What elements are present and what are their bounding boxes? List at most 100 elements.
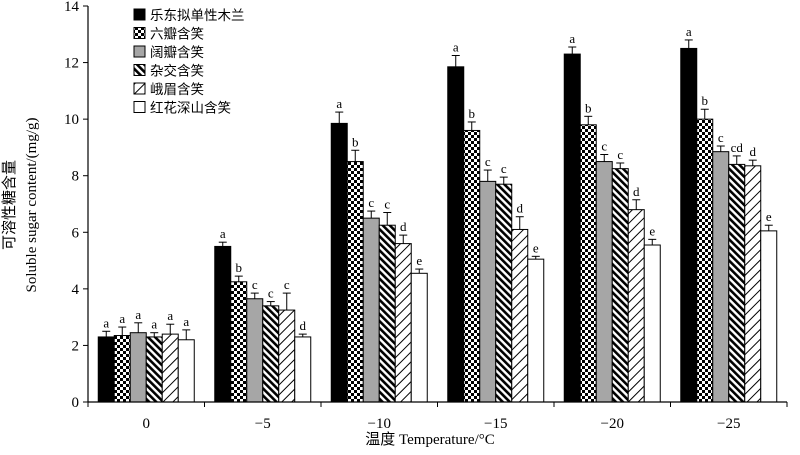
y-tick-label: 14 bbox=[64, 0, 80, 15]
bar bbox=[177, 339, 195, 403]
y-tick-label: 4 bbox=[72, 282, 80, 298]
significance-label: b bbox=[702, 93, 709, 108]
significance-label: c bbox=[268, 286, 274, 301]
bar bbox=[712, 151, 730, 403]
significance-label: d bbox=[750, 144, 757, 159]
bar bbox=[129, 332, 147, 403]
y-tick-label: 0 bbox=[72, 395, 80, 411]
significance-label: b bbox=[236, 260, 243, 275]
legend-label: 杂交含笑 bbox=[150, 63, 204, 80]
legend-swatch bbox=[133, 82, 146, 95]
legend-swatch bbox=[133, 27, 146, 39]
bar bbox=[447, 66, 465, 403]
bar bbox=[463, 129, 481, 403]
bar bbox=[680, 47, 698, 403]
bar bbox=[479, 180, 497, 403]
bar bbox=[611, 168, 629, 403]
bar bbox=[728, 163, 746, 403]
y-axis-label-english: Soluble sugar content/(mg/g) bbox=[24, 118, 40, 293]
significance-label: b bbox=[352, 134, 359, 149]
legend-label: 峨眉含笑 bbox=[150, 82, 204, 98]
x-tick-label: −20 bbox=[601, 416, 624, 432]
significance-label: c bbox=[284, 277, 290, 292]
bar bbox=[579, 124, 597, 403]
significance-label: c bbox=[368, 195, 374, 210]
significance-label: c bbox=[718, 130, 724, 145]
bar bbox=[145, 336, 163, 403]
bar bbox=[760, 230, 778, 403]
significance-label: a bbox=[686, 24, 692, 39]
legend-swatch bbox=[133, 101, 146, 113]
bar bbox=[744, 165, 762, 403]
significance-label: d bbox=[300, 318, 307, 333]
bar bbox=[527, 258, 545, 403]
legend-label: 阔瓣含笑 bbox=[150, 45, 204, 61]
legend-label: 乐东拟单性木兰 bbox=[150, 8, 245, 24]
significance-label: c bbox=[384, 196, 390, 211]
significance-label: d bbox=[633, 184, 640, 199]
significance-label: cd bbox=[731, 140, 744, 155]
x-axis-label: 温度 Temperature/°C bbox=[365, 431, 495, 448]
significance-label: e bbox=[649, 223, 655, 238]
legend-swatch bbox=[133, 8, 146, 21]
bar bbox=[595, 161, 613, 403]
significance-label: c bbox=[485, 154, 491, 169]
y-tick-label: 10 bbox=[64, 112, 79, 128]
significance-label: e bbox=[766, 209, 772, 224]
bar bbox=[627, 209, 645, 403]
significance-label: c bbox=[252, 277, 258, 292]
significance-label: c bbox=[617, 147, 623, 162]
x-tick-label: −25 bbox=[717, 416, 740, 432]
bar bbox=[394, 243, 412, 403]
bar bbox=[410, 272, 428, 403]
significance-label: a bbox=[453, 40, 459, 55]
bar bbox=[161, 333, 179, 403]
bar bbox=[696, 118, 714, 403]
x-tick-label: −5 bbox=[255, 416, 271, 432]
bar bbox=[346, 161, 364, 403]
x-tick-label: 0 bbox=[143, 416, 151, 432]
significance-label: e bbox=[416, 253, 422, 268]
bar bbox=[230, 281, 248, 403]
bar bbox=[246, 298, 264, 403]
y-tick-label: 2 bbox=[72, 338, 80, 354]
bar bbox=[511, 228, 529, 403]
axes-layer: 0 −5 −10 −15 −20 −25 0 2 4 6 8 10 12 14 bbox=[64, 0, 788, 432]
significance-label: a bbox=[569, 31, 575, 46]
bar bbox=[294, 336, 312, 403]
significance-label: a bbox=[220, 226, 226, 241]
significance-label: c bbox=[601, 139, 607, 154]
significance-label: a bbox=[119, 311, 125, 326]
y-tick-label: 6 bbox=[72, 225, 80, 241]
y-tick-label: 12 bbox=[64, 56, 79, 72]
legend-swatch bbox=[133, 64, 146, 76]
y-tick-label: 8 bbox=[72, 169, 80, 185]
bar bbox=[330, 122, 348, 403]
x-tick-label: −15 bbox=[484, 416, 507, 432]
bar bbox=[362, 217, 380, 403]
legend-swatch bbox=[133, 45, 146, 58]
bar bbox=[113, 335, 131, 403]
significance-label: c bbox=[501, 161, 507, 176]
legend-label: 红花深山含笑 bbox=[150, 101, 231, 117]
x-tick-label: −10 bbox=[368, 416, 391, 432]
significance-label: b bbox=[585, 100, 592, 115]
bar bbox=[378, 224, 396, 403]
significance-label: a bbox=[183, 314, 189, 329]
significance-label: a bbox=[167, 308, 173, 323]
bar bbox=[495, 183, 513, 403]
significance-label: a bbox=[135, 307, 141, 322]
bar bbox=[278, 309, 296, 403]
bar bbox=[262, 305, 280, 403]
legend-label: 六瓣含笑 bbox=[150, 27, 204, 43]
significance-label: d bbox=[517, 201, 524, 216]
significance-label: a bbox=[103, 315, 109, 330]
y-axis-label-chinese: 可溶性糖含量 bbox=[1, 160, 18, 250]
significance-label: a bbox=[336, 96, 342, 111]
bar bbox=[97, 336, 115, 403]
bar bbox=[214, 245, 232, 403]
